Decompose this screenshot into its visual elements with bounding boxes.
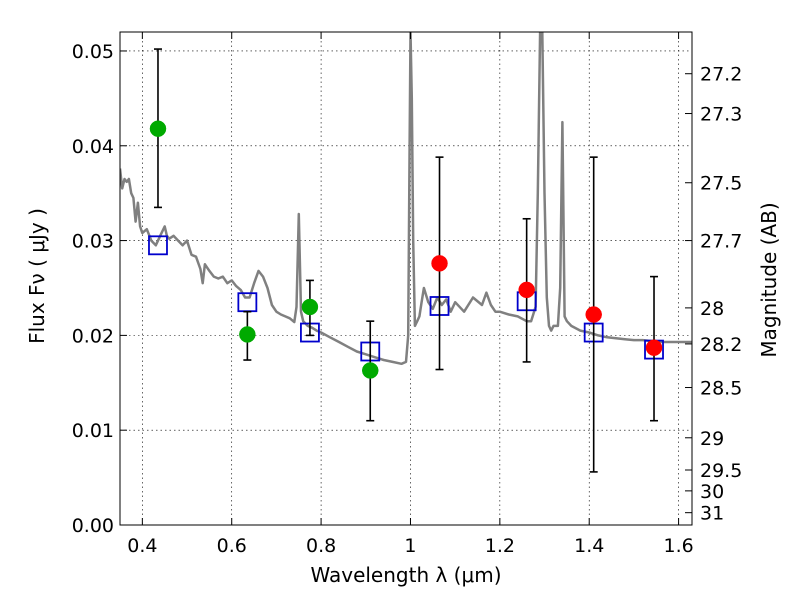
right-axis-label: Magnitude (AB): [757, 202, 781, 357]
y-tick-label: 0.05: [72, 41, 114, 63]
x-tick-label: 0.6: [217, 535, 247, 557]
right-tick-label: 27.3: [700, 104, 742, 126]
x-tick-label: 1.4: [574, 535, 604, 557]
y-tick-label: 0.02: [72, 325, 114, 347]
y-tick-label: 0.04: [72, 136, 114, 158]
x-tick-label: 1.2: [485, 535, 515, 557]
x-tick-label: 0.8: [306, 535, 336, 557]
right-tick-label: 29.5: [700, 460, 742, 482]
right-tick-label: 31: [700, 503, 724, 525]
right-tick-label: 30: [700, 481, 724, 503]
y-tick-label: 0.00: [72, 515, 114, 537]
plot-area: [120, 32, 692, 473]
y-tick-label: 0.03: [72, 231, 114, 253]
observed-point: [518, 281, 535, 299]
y-tick-label: 0.01: [72, 420, 114, 442]
observed-point: [149, 120, 167, 137]
grid: [120, 32, 692, 526]
right-tick-label: 28.5: [700, 378, 742, 400]
observed-point: [301, 298, 319, 316]
plot-frame: [119, 31, 693, 526]
axis-ticks: 0.4 0.6 0.8 1 1.2 1.4 1.6 0.00 0.01 0.02 0.03 0.04 0…: [72, 32, 742, 557]
right-tick-label: 28: [700, 298, 724, 320]
x-tick-label: 0.4: [127, 535, 157, 557]
model-spectrum-line: [120, 32, 692, 366]
x-tick-label: 1: [404, 535, 416, 557]
observed-point: [585, 306, 602, 323]
x-tick-label: 1.6: [663, 535, 693, 557]
right-tick-label: 29: [700, 428, 724, 450]
model-square-marker: [237, 292, 258, 313]
right-tick-label: 27.5: [700, 173, 742, 195]
model-square-marker: [148, 235, 168, 256]
x-axis-label: Wavelength λ (μm): [310, 563, 501, 587]
right-tick-label: 27.2: [700, 64, 742, 86]
right-tick-label: 28.2: [700, 334, 742, 356]
right-tick-label: 27.7: [700, 231, 742, 253]
observed-point: [431, 255, 448, 272]
observed-point: [239, 326, 256, 343]
observed-point: [645, 339, 663, 356]
y-axis-label: Flux Fν ( μJy ): [25, 208, 49, 344]
observed-point: [362, 362, 379, 379]
